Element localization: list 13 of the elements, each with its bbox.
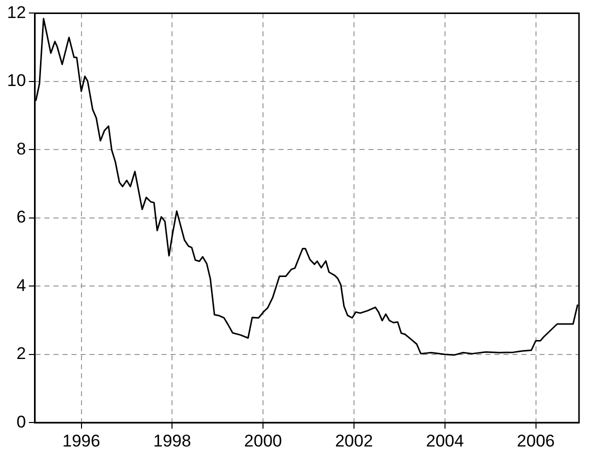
x-tick-label: 2004 <box>426 431 464 450</box>
y-tick-label: 2 <box>16 344 26 364</box>
y-tick-label: 12 <box>6 2 26 22</box>
x-tick-label: 1998 <box>153 431 192 450</box>
x-tick-label: 2000 <box>244 431 282 450</box>
y-tick-label: 10 <box>6 71 26 90</box>
y-tick-label: 8 <box>16 139 26 158</box>
x-tick-label: 2006 <box>516 431 555 450</box>
y-tick-label: 0 <box>16 412 26 432</box>
y-tick-label: 4 <box>16 276 26 295</box>
y-tick-label: 6 <box>16 208 26 227</box>
x-tick-label: 2002 <box>335 431 373 450</box>
x-tick-label: 1996 <box>62 431 100 450</box>
